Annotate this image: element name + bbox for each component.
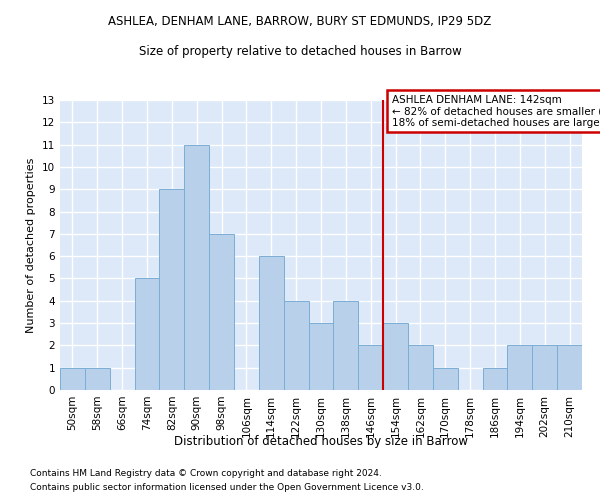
Bar (433, 368, 458, 390)
Bar (482, 368, 508, 390)
Bar (532, 346, 557, 390)
Bar (209, 234, 234, 390)
Bar (259, 256, 284, 390)
Bar (508, 346, 532, 390)
Text: Size of property relative to detached houses in Barrow: Size of property relative to detached ho… (139, 45, 461, 58)
Bar (334, 301, 358, 390)
Bar (284, 301, 308, 390)
Bar (358, 346, 383, 390)
Y-axis label: Number of detached properties: Number of detached properties (26, 158, 37, 332)
Bar (85, 368, 110, 390)
Bar (184, 144, 209, 390)
Bar (134, 278, 160, 390)
Bar (383, 323, 408, 390)
Bar (408, 346, 433, 390)
Bar (557, 346, 582, 390)
Text: ASHLEA DENHAM LANE: 142sqm
← 82% of detached houses are smaller (54)
18% of semi: ASHLEA DENHAM LANE: 142sqm ← 82% of deta… (392, 94, 600, 128)
Text: Contains public sector information licensed under the Open Government Licence v3: Contains public sector information licen… (30, 484, 424, 492)
Text: Distribution of detached houses by size in Barrow: Distribution of detached houses by size … (174, 435, 468, 448)
Bar (308, 323, 334, 390)
Text: Contains HM Land Registry data © Crown copyright and database right 2024.: Contains HM Land Registry data © Crown c… (30, 468, 382, 477)
Bar (60, 368, 85, 390)
Text: ASHLEA, DENHAM LANE, BARROW, BURY ST EDMUNDS, IP29 5DZ: ASHLEA, DENHAM LANE, BARROW, BURY ST EDM… (109, 15, 491, 28)
Bar (160, 189, 184, 390)
